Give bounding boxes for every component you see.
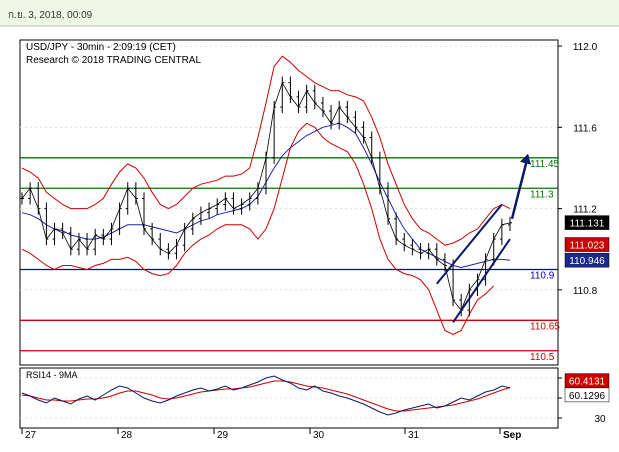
rsi-ma-line [21,380,511,412]
x-tick-label: 31 [408,430,420,441]
price-badge-label: 111.023 [570,241,605,252]
price-panel [19,39,559,366]
chart-subtitle: Research © 2018 TRADING CENTRAL [26,55,201,66]
level-label: 110.65 [530,321,560,332]
y-tick-label: 111.2 [573,205,597,216]
rsi-badge-label: 60.1296 [569,391,606,402]
rsi-badge [564,387,610,403]
x-tick-label: Sep [503,430,521,441]
x-tick-label: 30 [313,430,325,441]
level-label: 111.3 [530,189,554,200]
level-label: 110.9 [530,271,555,282]
rsi-title: RSI14 - 9MA [26,370,78,380]
rsi-badge [564,373,610,388]
forecast-arrowhead [520,153,531,165]
rsi-y-tick-label: 30 [594,414,606,425]
y-tick-label: 110.8 [573,286,598,297]
y-tick-label: 111.6 [573,123,597,134]
header-bar [0,0,619,26]
bollinger-lower-line [21,122,495,336]
y-tick-label: 112.0 [573,42,598,53]
chart-title: USD/JPY - 30min - 2:09:19 (CET) [26,42,176,53]
x-tick-label: 28 [121,430,133,441]
forecast-arrow [510,155,530,220]
price-badge-label: 110.946 [569,256,605,267]
price-badge-label: 111.131 [570,219,605,230]
channel-upper-line [436,203,503,285]
price-badge [564,215,610,230]
level-label: 111.45 [530,159,560,170]
bollinger-upper-line [21,55,511,246]
level-label: 110.5 [530,352,555,363]
x-tick-label: 27 [25,430,37,441]
rsi-badge-label: 60.4131 [569,377,606,388]
channel-lower-line [452,238,511,323]
x-tick-label: 29 [217,430,229,441]
header-date: ก.ย. 3, 2018, 00:09 [8,10,93,21]
price-badge [564,252,610,268]
price-line [21,81,511,311]
rsi-line [21,375,511,416]
price-badge [564,237,610,252]
